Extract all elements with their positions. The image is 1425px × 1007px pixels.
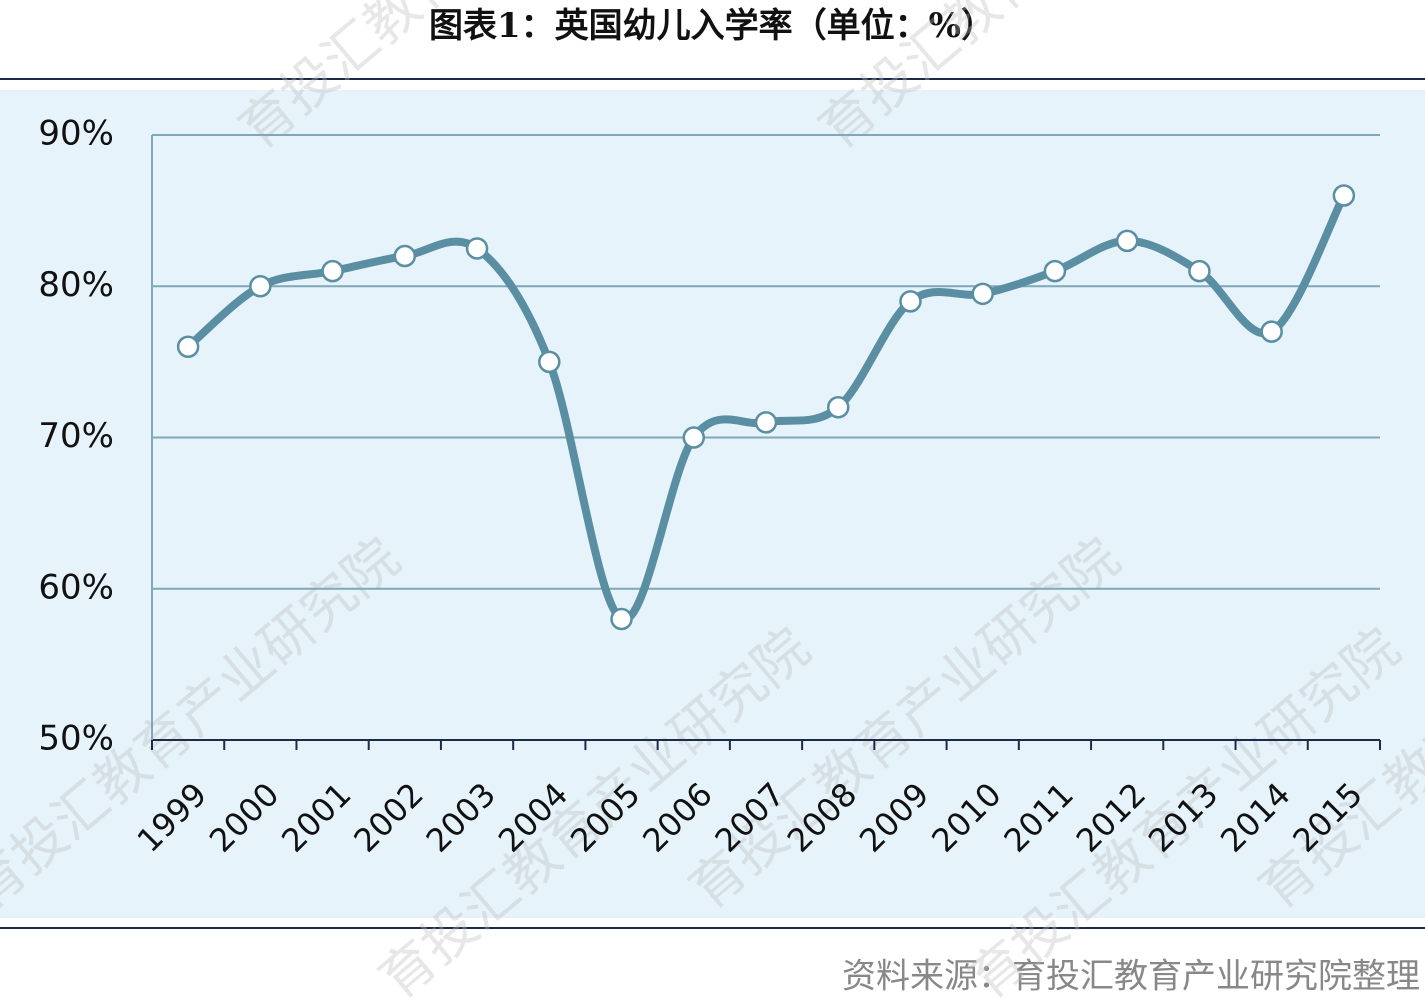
data-point: [754, 411, 778, 434]
data-point: [899, 290, 922, 313]
data-point: [826, 396, 850, 419]
data-point: [1115, 229, 1139, 253]
data-point: [1043, 259, 1067, 283]
y-tick-label: 60%: [38, 567, 114, 607]
data-point: [465, 237, 489, 260]
source-note: 资料来源：育投汇教育产业研究院整理: [842, 957, 1420, 997]
data-point: [321, 259, 344, 283]
data-point: [249, 275, 272, 298]
data-point: [610, 607, 633, 631]
data-point: [1260, 320, 1283, 343]
y-tick-label: 50%: [38, 719, 114, 759]
y-tick-label: 90%: [38, 114, 114, 154]
chart-title: 图表1：英国幼儿入学率（单位：%）: [429, 6, 995, 46]
data-point: [682, 426, 706, 449]
y-tick-label: 70%: [38, 416, 114, 456]
plot-background: [0, 90, 1425, 918]
data-point: [971, 282, 994, 306]
data-point: [538, 350, 561, 374]
data-point: [1188, 259, 1211, 283]
y-tick-label: 80%: [38, 265, 114, 305]
data-point: [393, 244, 417, 268]
data-point: [1332, 184, 1356, 207]
data-point: [176, 335, 200, 358]
